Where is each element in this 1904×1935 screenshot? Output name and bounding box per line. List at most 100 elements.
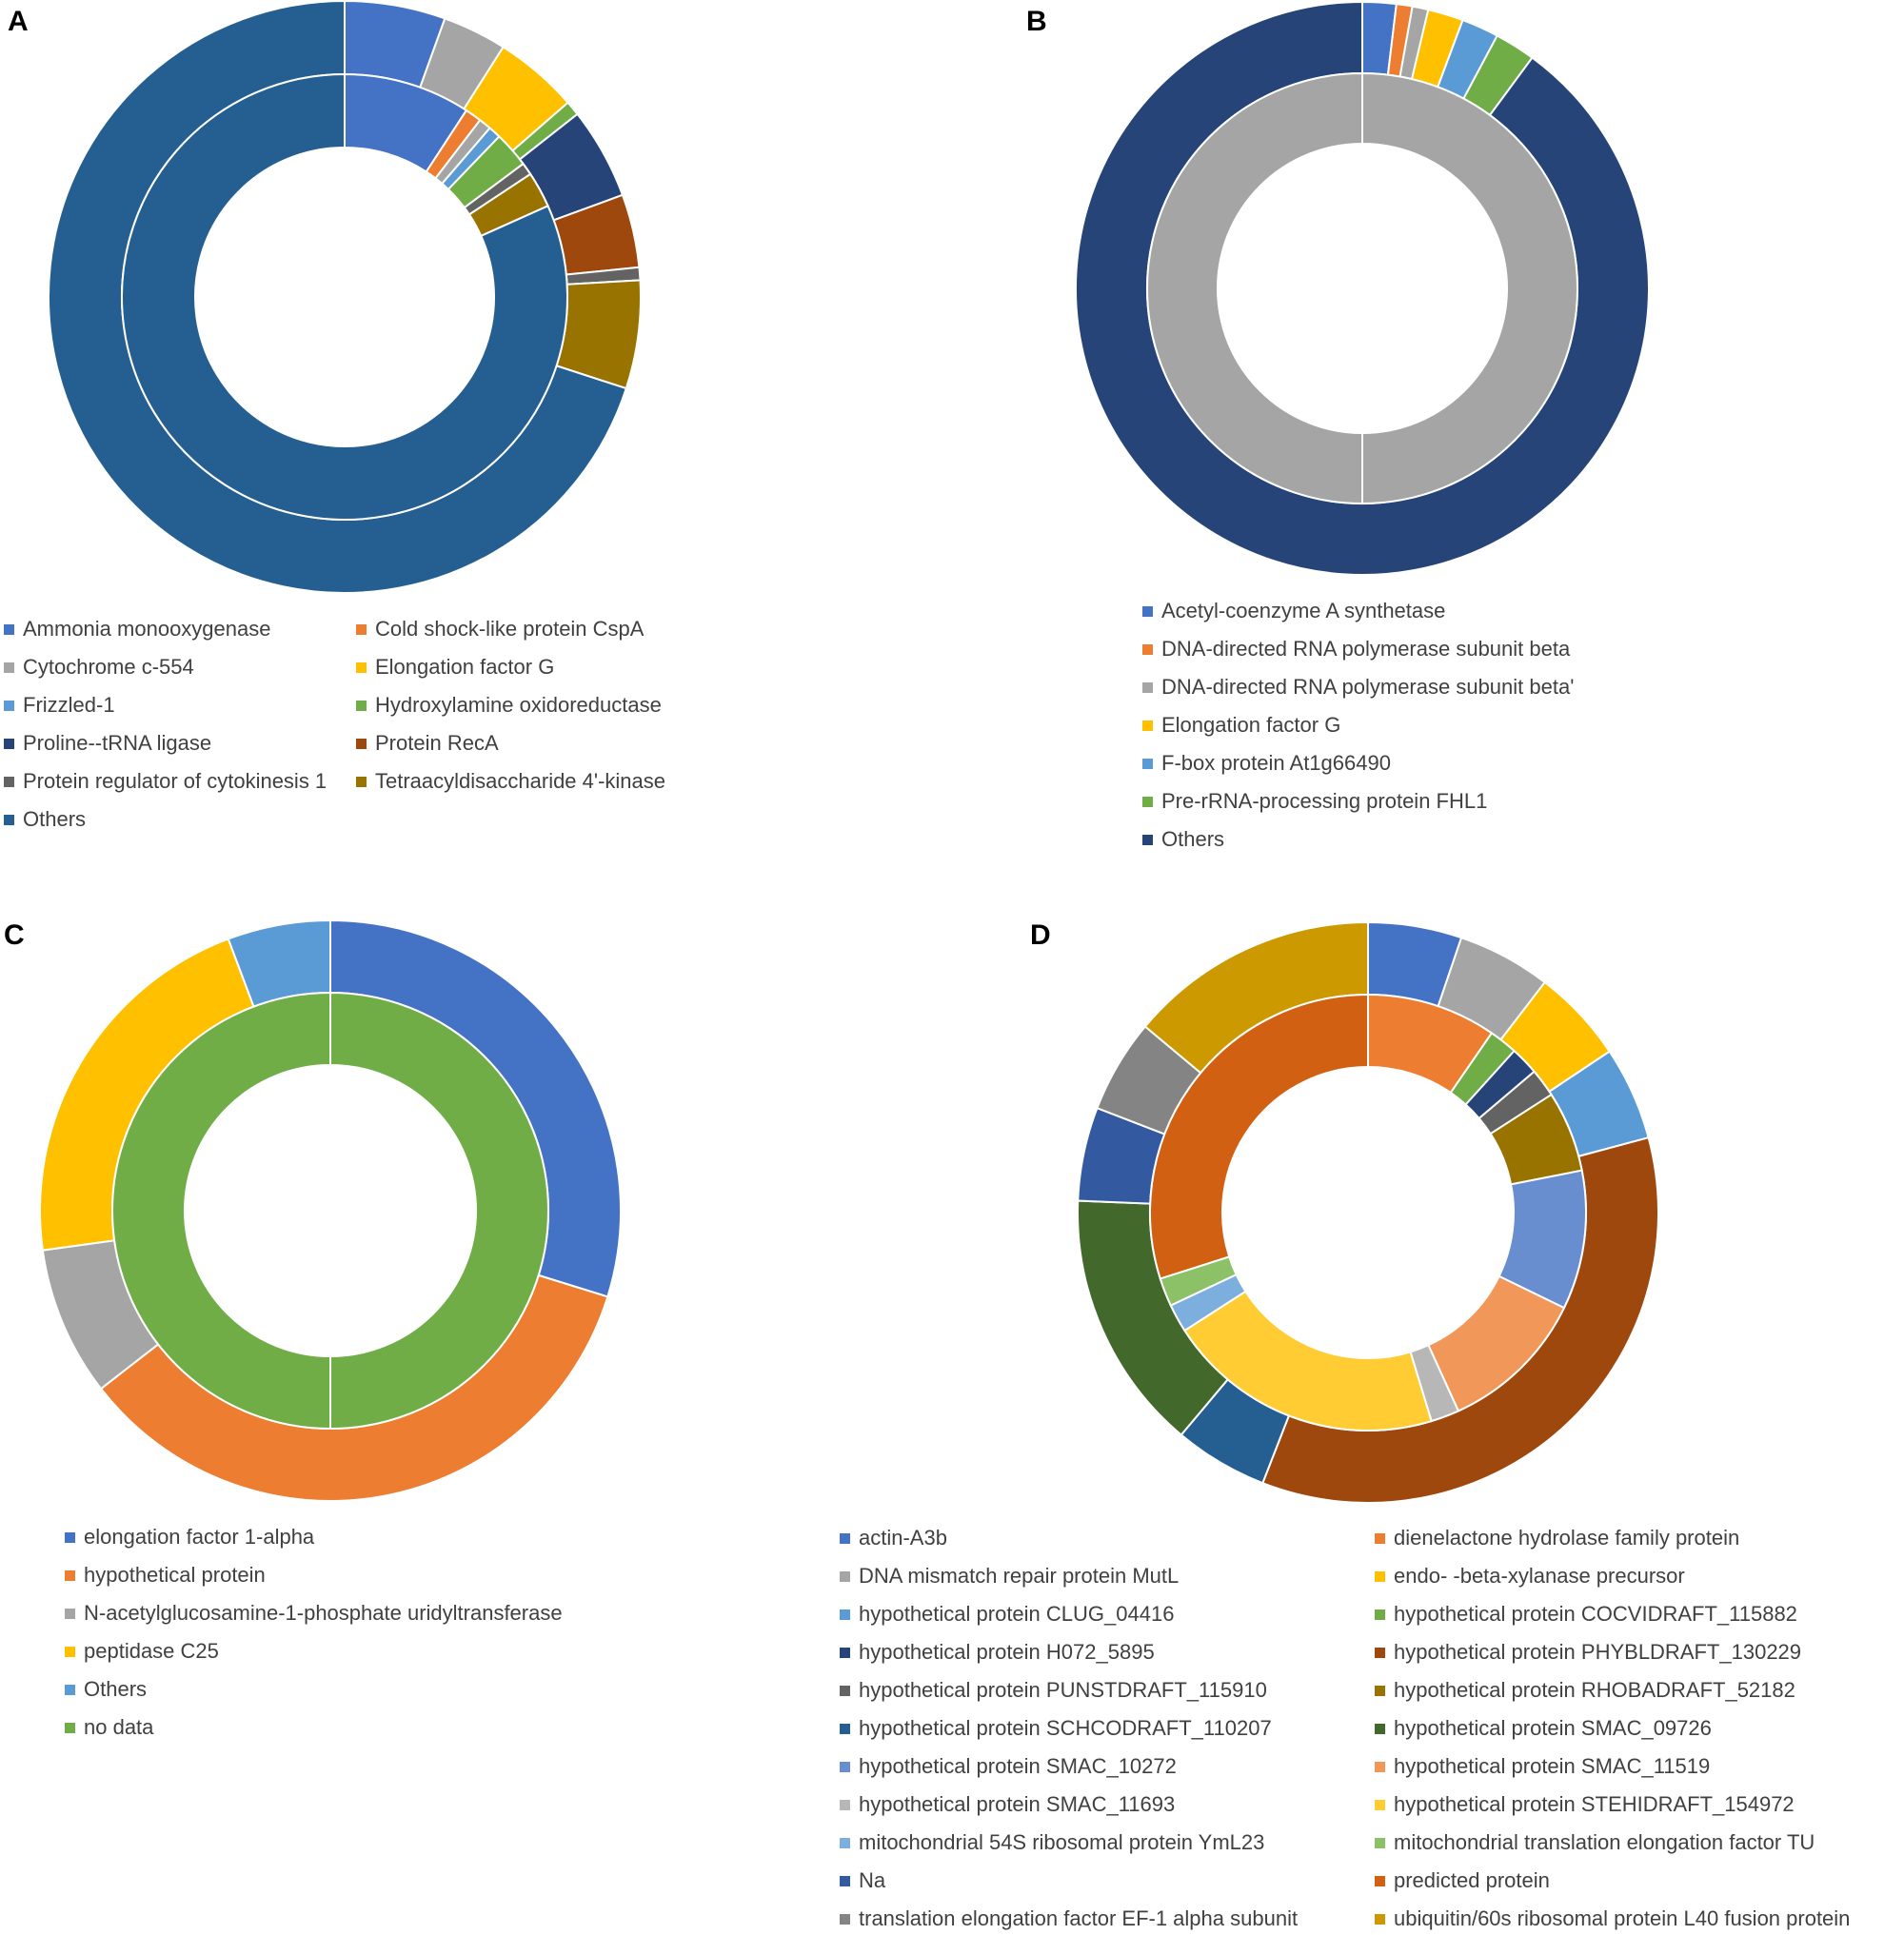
legend-swatch [840,1762,850,1772]
legend-swatch [65,1532,75,1543]
legend-item-protein-regulator-of-cytokinesis-1: Protein regulator of cytokinesis 1 [4,769,327,794]
legend-label: mitochondrial translation elongation fac… [1394,1830,1815,1854]
legend-item-frizzled-1: Frizzled-1 [4,693,115,718]
legend-item-translation-elongation-factor-ef-1-alpha-subunit: translation elongation factor EF-1 alpha… [840,1906,1298,1931]
legend-label: ubiquitin/60s ribosomal protein L40 fusi… [1394,1906,1851,1930]
legend-swatch [1375,1609,1385,1620]
legend-item-predicted-protein: predicted protein [1375,1868,1550,1893]
legend-label: elongation factor 1-alpha [84,1525,315,1549]
legend-swatch [840,1533,850,1544]
legend-swatch [1375,1876,1385,1886]
legend-label: hypothetical protein COCVIDRAFT_115882 [1394,1602,1797,1626]
slice-inner-predicted-protein [1149,993,1369,1280]
legend-item-proline-trna-ligase: Proline--tRNA ligase [4,731,211,756]
legend-label: hypothetical protein RHOBADRAFT_52182 [1394,1678,1795,1702]
legend-label: Others [1161,827,1225,851]
legend-item-dna-directed-rna-polymerase-subunit-beta: DNA-directed RNA polymerase subunit beta [1142,637,1570,661]
legend-swatch [1375,1914,1385,1925]
legend-label: hypothetical protein CLUG_04416 [859,1602,1175,1626]
legend-swatch [4,624,14,635]
legend-swatch [840,1724,850,1734]
legend-label: hypothetical protein SCHCODRAFT_110207 [859,1716,1272,1740]
legend-swatch [1375,1762,1385,1772]
legend-item-pre-rrna-processing-protein-fhl1: Pre-rRNA-processing protein FHL1 [1142,789,1487,814]
legend-label: DNA-directed RNA polymerase subunit beta [1161,637,1571,661]
legend-swatch [4,815,14,825]
legend-swatch [1375,1800,1385,1810]
legend-item-hypothetical-protein-clug-04416: hypothetical protein CLUG_04416 [840,1602,1174,1627]
legend-swatch [1375,1724,1385,1734]
legend-label: hypothetical protein H072_5895 [859,1640,1155,1664]
legend-label: actin-A3b [859,1526,947,1550]
legend-swatch [65,1685,75,1695]
legend-swatch [356,624,367,635]
legend-item-endo-beta-xylanase-precursor: endo- -beta-xylanase precursor [1375,1564,1685,1589]
legend-swatch [1375,1838,1385,1848]
legend-swatch [356,777,367,787]
legend-item-hypothetical-protein-smac-10272: hypothetical protein SMAC_10272 [840,1754,1177,1779]
legend-swatch [65,1723,75,1733]
legend-swatch [65,1609,75,1619]
legend-swatch [1142,835,1153,845]
legend-swatch [840,1648,850,1658]
panel-c-letter: C [4,919,25,951]
legend-label: hypothetical protein SMAC_11519 [1394,1754,1711,1778]
legend-label: mitochondrial 54S ribosomal protein YmL2… [859,1830,1265,1854]
legend-swatch [840,1609,850,1620]
slice-inner-others [121,72,568,521]
legend-item-hypothetical-protein-smac-09726: hypothetical protein SMAC_09726 [1375,1716,1712,1741]
legend-item-elongation-factor-g: Elongation factor G [1142,713,1340,738]
legend-swatch [356,739,367,749]
legend-label: F-box protein At1g66490 [1161,751,1391,775]
legend-item-dienelactone-hydrolase-family-protein: dienelactone hydrolase family protein [1375,1526,1739,1550]
legend-label: hypothetical protein PHYBLDRAFT_130229 [1394,1640,1802,1664]
legend-item-hypothetical-protein-stehidraft-154972: hypothetical protein STEHIDRAFT_154972 [1375,1792,1795,1817]
legend-item-hypothetical-protein-cocvidraft-115882: hypothetical protein COCVIDRAFT_115882 [1375,1602,1797,1627]
legend-swatch [840,1876,850,1886]
legend-label: Elongation factor G [375,655,555,679]
legend-item-dna-directed-rna-polymerase-subunit-beta: DNA-directed RNA polymerase subunit beta… [1142,675,1574,700]
legend-label: Frizzled-1 [23,693,115,717]
legend-item-others: Others [65,1677,147,1702]
slice-inner-no-data [111,991,549,1431]
legend-swatch [1375,1571,1385,1582]
legend-item-cold-shock-like-protein-cspa: Cold shock-like protein CspA [356,617,644,642]
legend-label: Protein regulator of cytokinesis 1 [23,769,327,793]
legend-label: Pre-rRNA-processing protein FHL1 [1161,789,1488,813]
legend-item-others: Others [4,807,86,832]
legend-item-hypothetical-protein-smac-11519: hypothetical protein SMAC_11519 [1375,1754,1710,1779]
legend-swatch [1142,759,1153,769]
legend-label: DNA mismatch repair protein MutL [859,1564,1180,1588]
legend-label: no data [84,1715,154,1739]
legend-label: DNA-directed RNA polymerase subunit beta… [1161,675,1575,699]
legend-item-hypothetical-protein-smac-11693: hypothetical protein SMAC_11693 [840,1792,1175,1817]
legend-swatch [4,739,14,749]
legend-item-mitochondrial-54s-ribosomal-protein-yml23: mitochondrial 54S ribosomal protein YmL2… [840,1830,1264,1855]
legend-label: hypothetical protein SMAC_11693 [859,1792,1176,1816]
legend-item-ubiquitin-60s-ribosomal-protein-l40-fusion-protein: ubiquitin/60s ribosomal protein L40 fusi… [1375,1906,1850,1931]
legend-item-f-box-protein-at1g66490: F-box protein At1g66490 [1142,751,1391,776]
slice-outer-hypothetical-protein-phybldraft-130229 [1260,1135,1659,1505]
legend-label: Ammonia monooxygenase [23,617,271,641]
legend-swatch [1142,606,1153,617]
slice-inner-dna-directed-rna-polymerase-subunit-beta [1146,71,1578,505]
panel-a-letter: A [8,6,29,37]
legend-label: peptidase C25 [84,1639,219,1663]
legend-label: translation elongation factor EF-1 alpha… [859,1906,1299,1930]
panel-d-donut [1077,920,1659,1505]
legend-label: hypothetical protein [84,1563,266,1587]
legend-label: Acetyl-coenzyme A synthetase [1161,599,1446,622]
legend-item-hypothetical-protein-phybldraft-130229: hypothetical protein PHYBLDRAFT_130229 [1375,1640,1801,1665]
legend-swatch [840,1571,850,1582]
panel-b-letter: B [1026,6,1047,37]
legend-item-elongation-factor-g: Elongation factor G [356,655,554,680]
legend-label: dienelactone hydrolase family protein [1394,1526,1740,1550]
panel-a-donut [48,0,642,594]
legend-label: hypothetical protein PUNSTDRAFT_115910 [859,1678,1267,1702]
legend-item-elongation-factor-1-alpha: elongation factor 1-alpha [65,1525,314,1550]
legend-item-tetraacyldisaccharide-4-kinase: Tetraacyldisaccharide 4'-kinase [356,769,665,794]
legend-swatch [840,1914,850,1925]
legend-label: Protein RecA [375,731,499,755]
legend-item-peptidase-c25: peptidase C25 [65,1639,219,1664]
legend-label: Cold shock-like protein CspA [375,617,645,641]
